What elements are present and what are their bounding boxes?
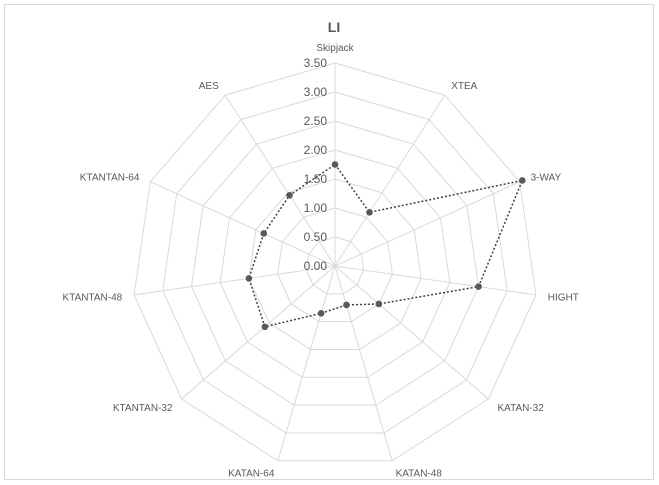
category-label-skipjack: Skipjack xyxy=(316,43,354,54)
data-point-katan-32 xyxy=(375,300,383,308)
category-label-katan-48: KATAN-48 xyxy=(396,468,443,479)
axis-spoke-7 xyxy=(181,265,336,400)
category-label-ktantan-48: KTANTAN-48 xyxy=(63,293,123,304)
chart-title: LI xyxy=(328,19,340,35)
tick-label-1: 0.50 xyxy=(304,230,328,244)
grid-ring-2 xyxy=(277,207,393,323)
grid-ring-6 xyxy=(162,91,508,434)
data-point-ktantan-48 xyxy=(245,275,253,282)
tick-layer: 0.000.501.001.502.002.503.003.50 xyxy=(304,56,328,273)
tick-label-2: 1.00 xyxy=(304,201,328,215)
grid-ring-5 xyxy=(190,120,480,406)
grid-layer xyxy=(133,62,537,462)
category-label-xtea: XTEA xyxy=(451,81,477,92)
data-point-3-way xyxy=(518,177,526,184)
axis-spoke-6 xyxy=(277,265,336,461)
tick-label-7: 3.50 xyxy=(304,56,328,70)
category-label-hight: HIGHT xyxy=(548,293,579,304)
category-label-3-way: 3-WAY xyxy=(531,173,562,184)
category-label-katan-32: KATAN-32 xyxy=(497,403,544,414)
data-point-skipjack xyxy=(331,161,339,168)
tick-label-6: 3.00 xyxy=(304,85,328,99)
data-point-ktantan-32 xyxy=(261,323,269,331)
tick-label-4: 2.00 xyxy=(304,143,328,157)
grid-ring-7 xyxy=(133,62,537,462)
data-point-xtea xyxy=(366,209,373,216)
tick-label-0: 0.00 xyxy=(304,259,328,273)
data-point-aes xyxy=(286,191,293,199)
data-point-ktantan-64 xyxy=(260,230,268,237)
data-point-katan-64 xyxy=(317,310,325,317)
axis-spoke-5 xyxy=(334,265,393,461)
axis-spoke-10 xyxy=(224,94,336,267)
category-label-ktantan-64: KTANTAN-64 xyxy=(80,173,140,184)
tick-label-5: 2.50 xyxy=(304,114,328,128)
data-point-hight xyxy=(475,283,482,290)
category-label-layer: Skipjack XTEA 3-WAY HIGHT KATAN-32 KATAN-48 KA… xyxy=(63,43,579,479)
axis-spoke-1 xyxy=(334,94,446,267)
grid-ring-3 xyxy=(248,178,422,350)
axis-spoke-3 xyxy=(334,265,537,296)
radar-chart: LI 0.000.501.001.502.002.503.003.50 Skip… xyxy=(63,19,579,479)
chart-frame: LI 0.00 0.50 1.00 1.50 2.00 2.50 3.00 3.50 Skip… xyxy=(4,4,654,480)
category-label-aes: AES xyxy=(199,81,219,92)
axis-spoke-4 xyxy=(334,265,489,400)
category-label-katan-64: KATAN-64 xyxy=(228,468,275,479)
series-layer xyxy=(245,161,526,331)
axis-spoke-8 xyxy=(133,265,336,296)
axis-spoke-9 xyxy=(150,181,336,267)
category-label-ktantan-32: KTANTAN-32 xyxy=(113,403,173,414)
series-line-0 xyxy=(248,163,524,328)
grid-ring-4 xyxy=(219,149,451,378)
data-point-katan-48 xyxy=(343,301,350,309)
axis-spoke-2 xyxy=(334,181,520,267)
grid-ring-1 xyxy=(305,236,365,295)
